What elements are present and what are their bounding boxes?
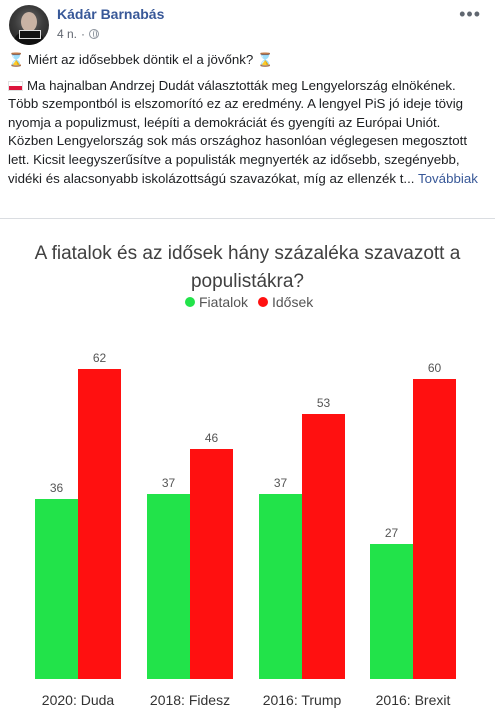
bar bbox=[78, 369, 121, 679]
more-options-icon[interactable]: ••• bbox=[459, 4, 481, 24]
bar bbox=[370, 544, 413, 679]
chart-title: populistákra? bbox=[191, 271, 304, 292]
author-avatar[interactable] bbox=[9, 5, 49, 45]
category-label: 2020: Duda bbox=[42, 692, 115, 708]
legend-marker bbox=[258, 297, 268, 307]
data-label: 62 bbox=[93, 351, 107, 365]
post-headline: Miért az idősebbek döntik el a jövőnk? bbox=[27, 52, 254, 67]
divider bbox=[0, 218, 495, 219]
post-body: Ma hajnalban Andrzej Dudát választották … bbox=[8, 77, 468, 186]
post-time[interactable]: 4 n. bbox=[57, 27, 78, 41]
chart-title: A fiatalok és az idősek hány százaléka s… bbox=[35, 243, 461, 264]
see-more-link[interactable]: Továbbiak bbox=[417, 170, 478, 186]
category-label: 2016: Trump bbox=[263, 692, 342, 708]
data-label: 60 bbox=[428, 361, 442, 375]
post-body-paragraph: Ma hajnalban Andrzej Dudát választották … bbox=[8, 77, 486, 189]
data-label: 53 bbox=[317, 396, 331, 410]
hourglass-icon: ⌛ bbox=[8, 52, 25, 67]
legend-label: Idősek bbox=[272, 294, 314, 310]
legend-label: Fiatalok bbox=[199, 294, 249, 310]
data-label: 37 bbox=[162, 476, 176, 490]
meta-dot: · bbox=[81, 27, 86, 41]
hourglass-icon: ⌛ bbox=[257, 52, 274, 67]
chart-image[interactable]: A fiatalok és az idősek hány százaléka s… bbox=[0, 219, 495, 717]
bar-chart: A fiatalok és az idősek hány százaléka s… bbox=[35, 243, 461, 708]
category-label: 2016: Brexit bbox=[376, 692, 451, 708]
bar bbox=[413, 379, 456, 679]
legend-marker bbox=[185, 297, 195, 307]
bar bbox=[190, 449, 233, 679]
author-name[interactable]: Kádár Barnabás bbox=[57, 6, 165, 22]
bar bbox=[147, 494, 190, 679]
poland-flag-icon bbox=[8, 80, 23, 91]
post-meta: 4 n. · bbox=[57, 27, 100, 41]
data-label: 36 bbox=[50, 481, 64, 495]
globe-icon[interactable] bbox=[89, 29, 100, 39]
data-label: 27 bbox=[385, 526, 399, 540]
data-label: 37 bbox=[274, 476, 288, 490]
post-headline-line: ⌛ Miért az idősebbek döntik el a jövőnk?… bbox=[8, 51, 486, 70]
post-text: ⌛ Miért az idősebbek döntik el a jövőnk?… bbox=[8, 51, 486, 195]
category-label: 2018: Fidesz bbox=[150, 692, 230, 708]
data-label: 46 bbox=[205, 431, 219, 445]
bar bbox=[302, 414, 345, 679]
bar bbox=[259, 494, 302, 679]
post-header: Kádár Barnabás 4 n. · ••• bbox=[0, 0, 495, 48]
bar bbox=[35, 499, 78, 679]
